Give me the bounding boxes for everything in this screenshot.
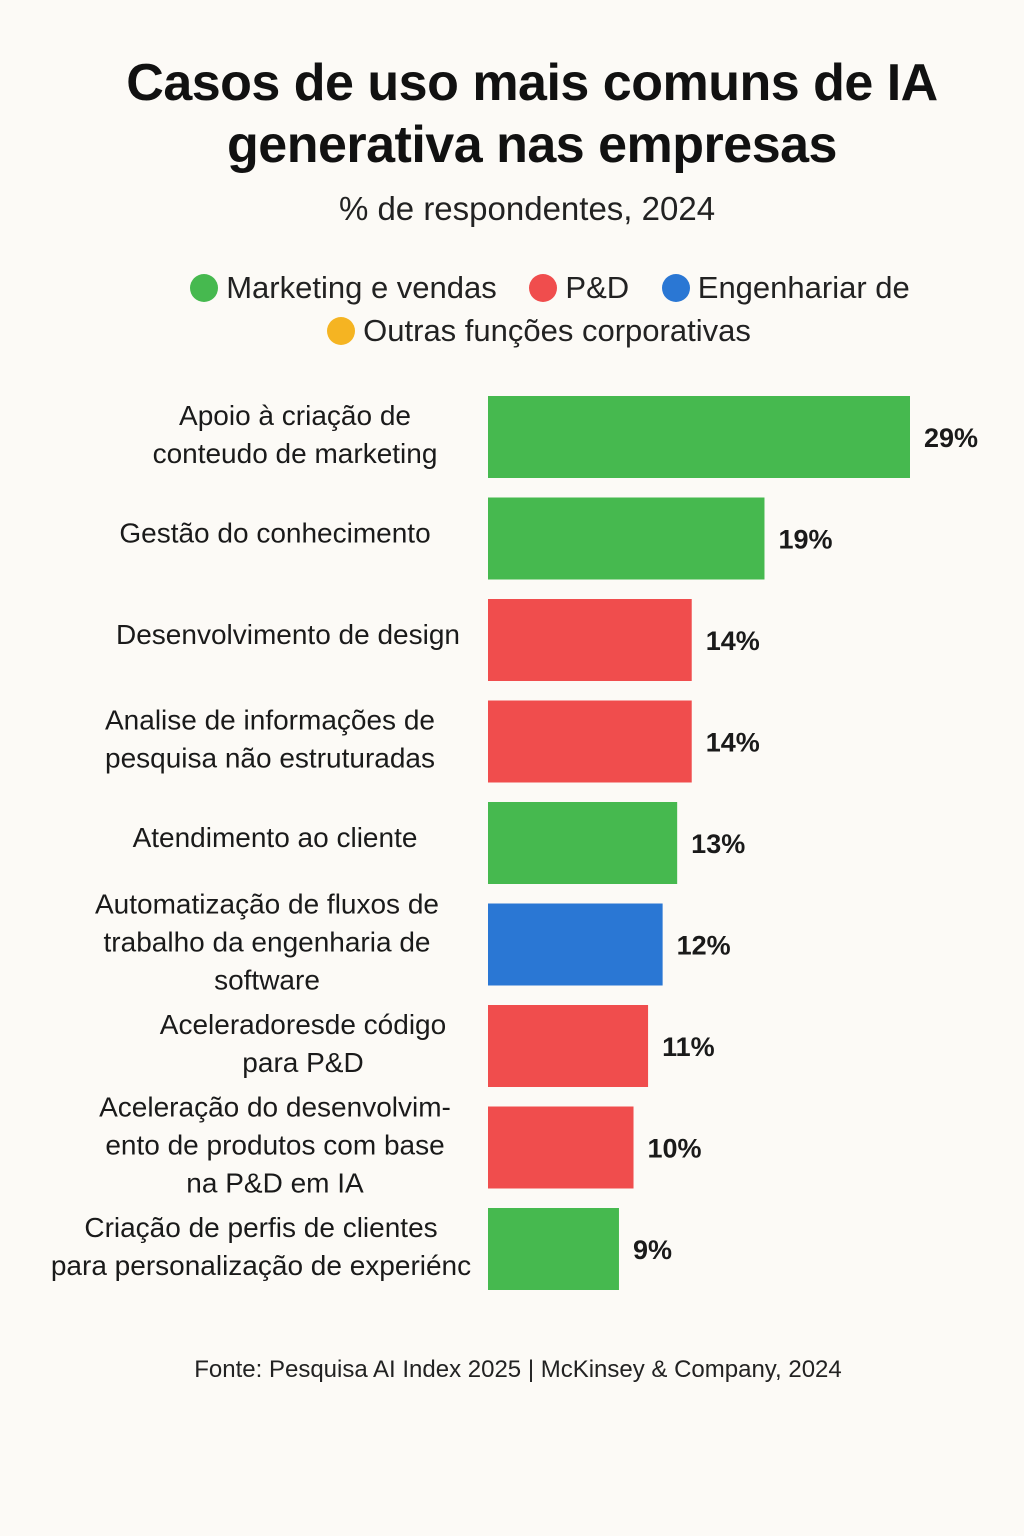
category-label-1: Apoio à criação de conteudo de marketing [153,400,438,469]
source-footer: Fonte: Pesquisa AI Index 2025 | McKinsey… [194,1356,842,1383]
bar-4 [488,700,692,783]
category-label-line: pesquisa não estruturadas [105,743,435,774]
bar-8 [488,1106,634,1189]
chart-title-line-1: Casos de uso mais comuns de IA [126,54,938,112]
bar-chart: 29% Apoio à criação de conteudo de marketi… [51,396,978,1290]
category-label-line: Apoio à criação de [179,400,411,431]
legend-label-marketing: Marketing e vendas [226,270,497,305]
category-label-4: Analise de informações de pesquisa não es… [105,705,435,774]
value-label-2: 19% [778,525,832,555]
chart-title-line-2: generativa nas empresas [227,116,837,174]
legend-swatch-marketing [190,274,219,302]
value-label-1: 29% [924,423,978,453]
legend-swatch-engenharia [661,274,690,302]
category-label-line: software [214,965,320,996]
legend-label-outras: Outras funções corporativas [363,313,751,348]
chart-subtitle: % de respondentes, 2024 [338,190,716,227]
legend-item-pd: P&D [529,270,629,306]
category-label-3: Desenvolvimento de design [116,619,460,650]
category-label-line: Analise de informações de [105,705,435,736]
category-label-line: para personalização de experiénc [51,1250,471,1281]
value-label-9: 9% [633,1235,672,1265]
chart-title: Casos de uso mais comuns de IA generativ… [60,52,1004,176]
category-label-line: ento de produtos com base [105,1130,444,1161]
legend-label-engenharia: Engenhariar de [697,270,910,305]
category-label-line: Automatização de fluxos de [95,889,439,920]
category-label-line: Aceleradoresde código [160,1009,446,1040]
category-label-9: Criação de perfis de clientes para person… [51,1212,471,1281]
legend-swatch-outras [327,317,356,345]
category-label-line: Atendimento ao cliente [133,822,418,853]
value-label-7: 11% [662,1032,715,1062]
legend-swatch-pd [529,274,558,302]
category-label-line: para P&D [242,1047,363,1078]
bar-9 [488,1208,619,1290]
category-label-6: Automatização de fluxos de trabalho da en… [95,889,439,996]
value-label-3: 14% [706,626,760,656]
category-label-line: na P&D em IA [186,1168,364,1199]
category-label-8: Aceleração do desenvolvim-ento de produt… [99,1092,451,1199]
value-label-4: 14% [706,728,760,758]
bar-3 [488,599,692,681]
bar-7 [488,1005,649,1087]
value-label-5: 13% [691,829,745,859]
category-label-7: Aceleradoresde código para P&D [160,1009,446,1078]
category-label-line: conteudo de marketing [153,438,438,469]
legend-label-pd: P&D [565,270,630,305]
category-label-line: trabalho da engenharia de [104,927,431,958]
category-label-line: Desenvolvimento de design [116,619,460,650]
category-label-line: Criação de perfis de clientes [84,1212,437,1243]
legend: Marketing e vendas P&D Engenhariar de [0,270,1024,306]
bar-2 [488,497,765,580]
bar-1 [488,396,910,478]
legend-item-marketing: Marketing e vendas [190,270,497,306]
value-label-8: 10% [648,1134,702,1164]
legend-item-engenharia: Engenhariar de [661,270,910,306]
legend-row-2: Outras funções corporativas [0,313,1024,349]
legend-item-outras: Outras funções corporativas [327,313,751,349]
category-label-5: Atendimento ao cliente [133,822,418,853]
value-label-6: 12% [677,931,731,961]
category-label-line: Aceleração do desenvolvim- [99,1092,451,1123]
category-label-2: Gestão do conhecimento [119,518,430,549]
bar-6 [488,903,663,986]
category-label-line: Gestão do conhecimento [119,518,430,549]
bar-5 [488,802,678,884]
